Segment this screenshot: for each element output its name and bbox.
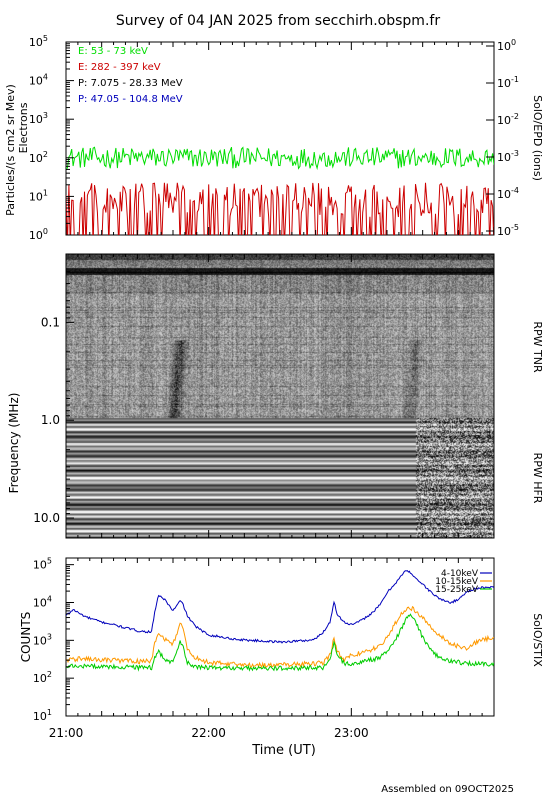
epd-ylabel: Particles/(s cm2 sr Mev) — [4, 84, 17, 216]
epd-right-tick-label: 100 — [497, 38, 516, 53]
rpw-panel: 0.1 1.0 10.0 Frequency (MHz) RPW TNR RPW H… — [7, 253, 544, 539]
rpw-tick-label: 10.0 — [33, 511, 60, 525]
rpw-spectrogram — [66, 254, 494, 538]
epd-left-tick-label: 100 — [29, 227, 48, 242]
epd-legend-electron-low: E: 53 - 73 keV — [78, 46, 148, 57]
stix-legend-15-25: 15-25keV — [435, 585, 479, 595]
stix-series-group — [66, 570, 494, 672]
stix-series-4-10 — [66, 570, 494, 644]
stix-frame — [65, 557, 495, 717]
stix-right-label: SolO/STIX — [531, 613, 544, 667]
epd-ylabel-sub: Electrons — [17, 102, 30, 153]
rpw-ylabel: Frequency (MHz) — [7, 393, 21, 494]
epd-left-ticks: 100 101 102 103 104 105 — [29, 34, 74, 242]
time-tick-label: 22:00 — [191, 726, 226, 740]
stix-tick-label: 103 — [33, 632, 52, 647]
rpw-tick-label: 1.0 — [41, 413, 60, 427]
stix-count-ticks: 101 102 103 104 105 — [33, 557, 74, 723]
epd-series-group — [66, 146, 494, 235]
stix-legend-4-10: 4-10keV — [441, 569, 479, 579]
stix-series-10-15 — [66, 605, 494, 669]
epd-legend-electron-high: E: 282 - 397 keV — [78, 62, 161, 73]
footer-assembled: Assembled on 09OCT2025 — [381, 784, 514, 795]
rpw-time-ticks — [65, 254, 495, 538]
stix-series-15-25 — [66, 613, 494, 672]
stix-legend: 4-10keV 10-15keV 15-25keV — [435, 569, 492, 595]
epd-panel: 100 101 102 103 104 105 10-5 10-4 10-3 10-2 10-1 1… — [4, 34, 544, 242]
epd-time-ticks — [65, 42, 495, 235]
time-axis-label: Time (UT) — [251, 743, 316, 758]
stix-tick-label: 101 — [33, 708, 52, 723]
time-tick-label: 23:00 — [334, 726, 369, 740]
stix-tick-label: 105 — [33, 557, 52, 572]
epd-right-tick-label: 10-2 — [497, 112, 519, 127]
rpw-tick-label: 0.1 — [41, 315, 60, 329]
stix-panel: 101 102 103 104 105 4-10keV 10-15keV 15-25ke… — [19, 557, 544, 723]
epd-legend-proton-low: P: 7.075 - 28.33 MeV — [78, 78, 183, 89]
time-tick-label: 21:00 — [49, 726, 84, 740]
epd-series-electron-low — [66, 146, 494, 171]
epd-series-electron-high — [66, 182, 494, 235]
epd-right-tick-label: 10-3 — [497, 149, 519, 164]
rpw-hfr-label: RPW HFR — [531, 453, 544, 504]
stix-tick-label: 102 — [33, 670, 52, 685]
rpw-frequency-ticks: 0.1 1.0 10.0 — [33, 270, 74, 525]
time-axis-labels: 21:00 22:00 23:00 — [49, 726, 369, 740]
rpw-tnr-label: RPW TNR — [531, 321, 544, 373]
epd-left-tick-label: 102 — [29, 150, 48, 165]
epd-right-tick-label: 10-5 — [497, 223, 519, 238]
epd-left-tick-label: 101 — [29, 188, 48, 203]
epd-left-tick-label: 104 — [29, 73, 48, 88]
stix-tick-label: 104 — [33, 594, 52, 609]
stix-legend-10-15: 10-15keV — [435, 577, 479, 587]
stix-ylabel: COUNTS — [19, 612, 33, 663]
epd-left-tick-label: 105 — [29, 34, 48, 49]
figure-title: Survey of 04 JAN 2025 from secchirh.obsp… — [116, 13, 440, 29]
epd-right-label: SolO/EPD (ions) — [531, 95, 544, 181]
stix-time-ticks — [65, 558, 495, 716]
epd-legend-proton-high: P: 47.05 - 104.8 MeV — [78, 94, 183, 105]
epd-left-tick-label: 103 — [29, 111, 48, 126]
epd-right-tick-label: 10-4 — [497, 186, 519, 201]
epd-right-tick-label: 10-1 — [497, 75, 519, 90]
